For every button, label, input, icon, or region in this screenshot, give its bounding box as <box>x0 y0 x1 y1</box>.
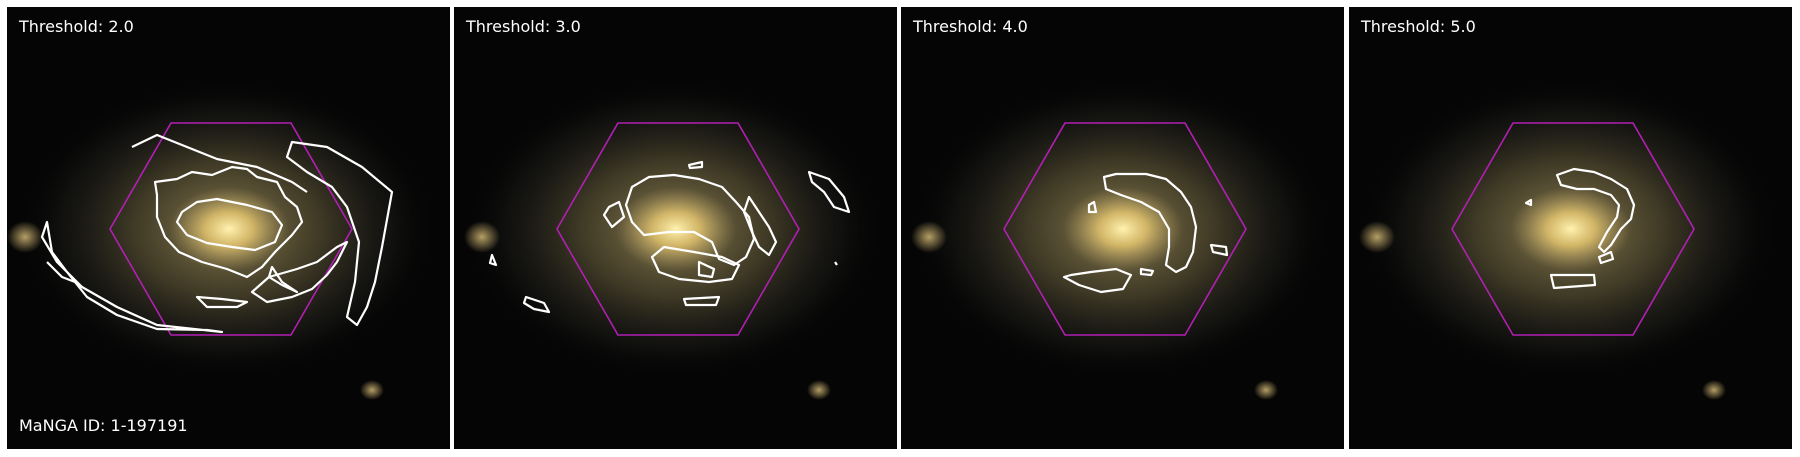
ifu-hexagon <box>1003 122 1247 336</box>
contour-lines <box>1524 167 1636 290</box>
galaxy-image <box>7 7 450 449</box>
galaxy-image <box>454 7 897 449</box>
threshold-label: Threshold: 2.0 <box>19 17 134 36</box>
ifu-hexagon <box>1451 122 1695 336</box>
contour-lines <box>1062 172 1229 294</box>
contour-lines <box>40 133 394 334</box>
panel-threshold-4: Threshold: 4.0 <box>901 7 1344 449</box>
ifu-hexagon <box>109 122 353 336</box>
threshold-label: Threshold: 3.0 <box>466 17 581 36</box>
threshold-label: Threshold: 5.0 <box>1361 17 1476 36</box>
threshold-label: Threshold: 4.0 <box>913 17 1028 36</box>
galaxy-image <box>1349 7 1792 449</box>
panel-threshold-2: Threshold: 2.0 MaNGA ID: 1-197191 <box>7 7 450 449</box>
manga-id-label: MaNGA ID: 1-197191 <box>19 416 188 435</box>
ifu-hexagon <box>556 122 800 336</box>
panel-threshold-5: Threshold: 5.0 <box>1349 7 1792 449</box>
panel-threshold-3: Threshold: 3.0 <box>454 7 897 449</box>
contour-lines <box>488 160 851 314</box>
galaxy-image <box>901 7 1344 449</box>
